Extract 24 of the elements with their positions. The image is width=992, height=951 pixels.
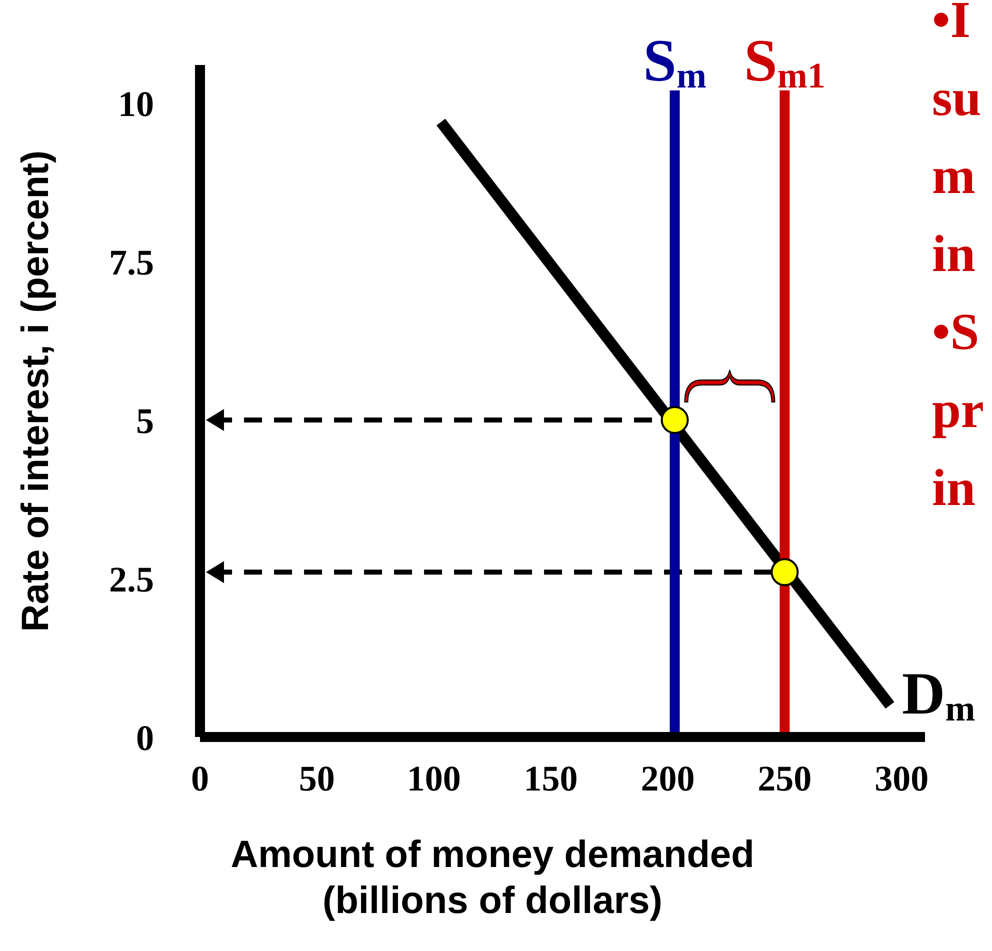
series-label: S$_{m}$ <box>643 27 706 96</box>
y-tick-label: 0 <box>136 718 154 758</box>
x-tick-label: 200 <box>640 758 695 799</box>
text: in <box>932 460 976 517</box>
y-tick-label: 10 <box>118 84 154 124</box>
text: su <box>932 70 982 127</box>
x-tick-label: 0 <box>191 758 209 799</box>
y-tick-label: 7.5 <box>109 242 154 282</box>
x-axis-title: Amount of money demanded (billions of dollars) <box>230 834 754 922</box>
text: •S <box>932 304 980 361</box>
x-tick-label: 250 <box>758 758 812 799</box>
x-tick-label: 50 <box>298 758 335 799</box>
x-tick-label: 100 <box>406 758 461 799</box>
y-tick-label: 5 <box>136 400 154 441</box>
x-tick-label: 300 <box>874 758 929 799</box>
text: pr <box>932 382 984 439</box>
y-tick-label: 2.5 <box>109 559 154 600</box>
text: •I <box>932 0 970 49</box>
text: m <box>932 148 976 205</box>
text: in <box>932 226 976 283</box>
x-tick-label: 150 <box>524 758 578 799</box>
series-label: S$_{m1}$ <box>744 27 826 96</box>
series-label: D$_{m}$ <box>902 660 976 728</box>
y-axis-title: Rate of interest, i (percent) <box>15 150 57 632</box>
